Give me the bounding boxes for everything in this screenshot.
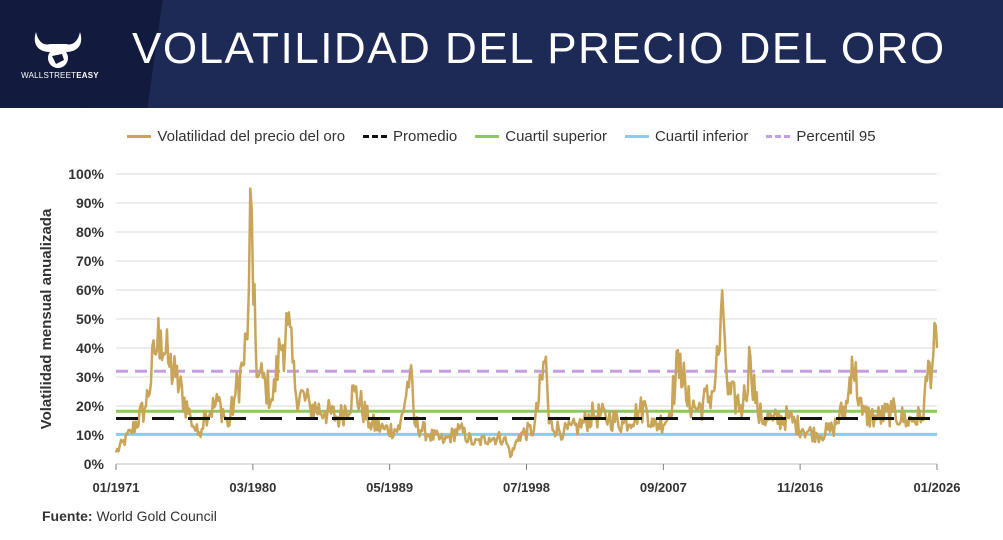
legend-label-upper-quartile: Cuartil superior bbox=[505, 128, 607, 145]
y-tick-label: 20% bbox=[76, 398, 105, 414]
x-tick-label: 11/2016 bbox=[777, 480, 823, 495]
y-tick-label: 0% bbox=[84, 456, 105, 472]
legend-swatch-average bbox=[363, 135, 388, 138]
x-tick-label: 05/1989 bbox=[366, 480, 413, 495]
y-tick-label: 50% bbox=[76, 311, 105, 327]
y-tick-label: 100% bbox=[68, 166, 104, 182]
legend-swatch-lower-quartile bbox=[624, 135, 649, 138]
legend-item-lower-quartile: Cuartil inferior bbox=[624, 128, 749, 145]
brand-name: WALLSTREETEASY bbox=[21, 71, 99, 80]
legend-item-volatility: Volatilidad del precio del oro bbox=[127, 128, 345, 145]
y-tick-label: 70% bbox=[76, 253, 105, 269]
bull-logo-icon bbox=[34, 32, 82, 68]
header-banner: WALLSTREETEASY VOLATILIDAD DEL PRECIO DE… bbox=[0, 0, 1003, 108]
legend-swatch-volatility bbox=[127, 135, 152, 138]
x-tick-label: 09/2007 bbox=[640, 480, 687, 495]
legend-label-p95: Percentil 95 bbox=[796, 128, 876, 145]
x-tick-label: 01/1971 bbox=[93, 480, 140, 495]
legend-label-lower-quartile: Cuartil inferior bbox=[654, 128, 749, 145]
x-tick-label: 01/2026 bbox=[914, 480, 961, 495]
volatility-series-line bbox=[114, 187, 939, 459]
y-tick-label: 60% bbox=[76, 282, 105, 298]
legend-item-average: Promedio bbox=[363, 128, 457, 145]
legend-label-average: Promedio bbox=[393, 128, 458, 145]
y-tick-label: 30% bbox=[76, 369, 105, 385]
y-tick-label: 90% bbox=[76, 195, 105, 211]
y-axis-title: Volatilidad mensual anualizada bbox=[38, 208, 55, 429]
source-note: Fuente: World Gold Council bbox=[42, 508, 217, 524]
x-tick-label: 07/1998 bbox=[503, 480, 550, 495]
chart-legend: Volatilidad del precio del oro Promedio … bbox=[0, 128, 1003, 145]
legend-label-volatility: Volatilidad del precio del oro bbox=[157, 128, 346, 145]
y-tick-label: 80% bbox=[76, 224, 105, 240]
legend-swatch-p95 bbox=[766, 135, 791, 138]
legend-item-upper-quartile: Cuartil superior bbox=[475, 128, 607, 145]
x-tick-label: 03/1980 bbox=[229, 480, 276, 495]
page-title: VOLATILIDAD DEL PRECIO DEL ORO bbox=[132, 24, 946, 73]
legend-item-p95: Percentil 95 bbox=[766, 128, 876, 145]
y-tick-label: 10% bbox=[76, 427, 105, 443]
legend-swatch-upper-quartile bbox=[475, 135, 500, 138]
y-tick-label: 40% bbox=[76, 340, 105, 356]
